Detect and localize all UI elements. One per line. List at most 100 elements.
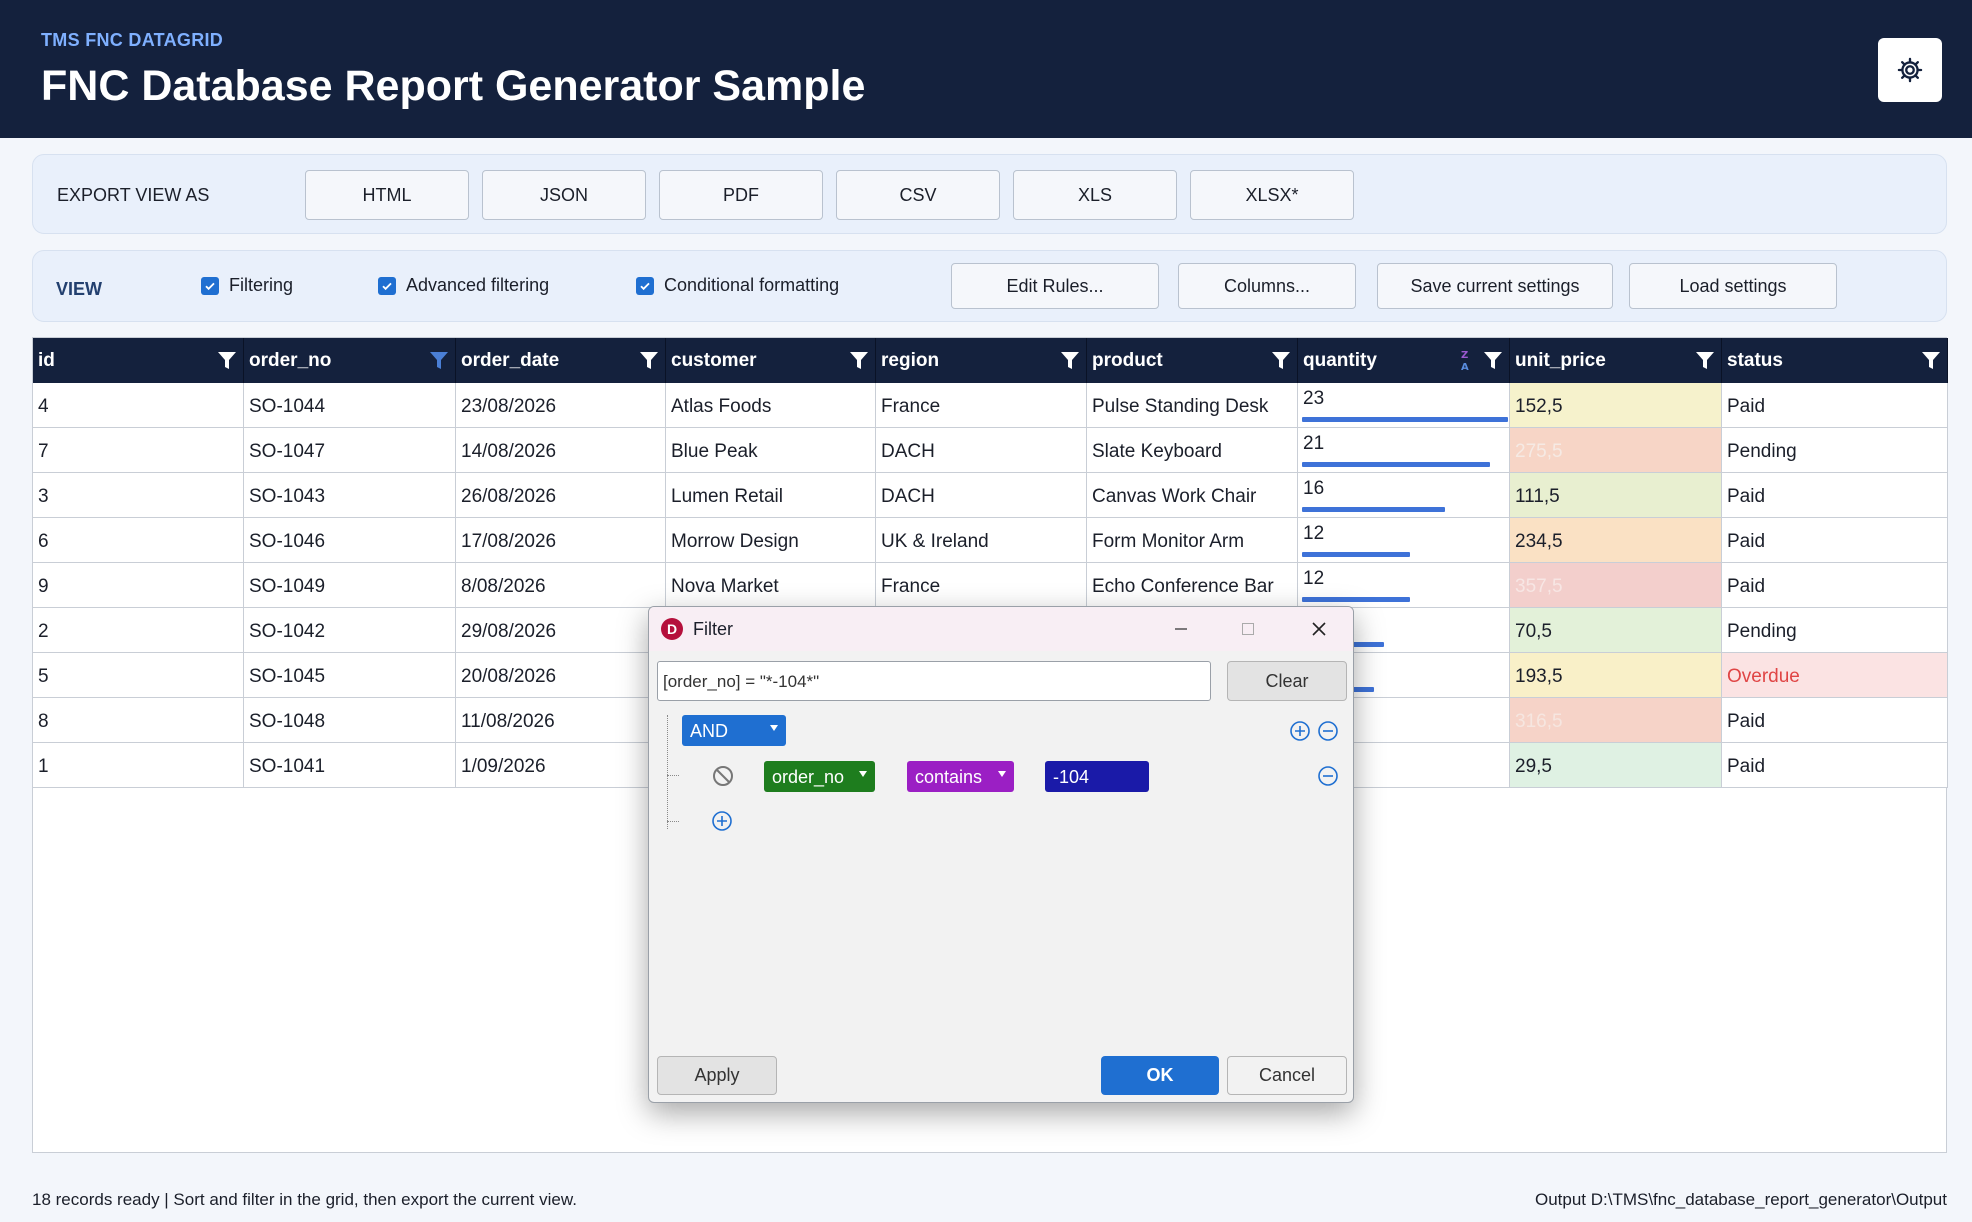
export-pdf-button[interactable]: PDF: [659, 170, 823, 220]
load-settings-button[interactable]: Load settings: [1629, 263, 1837, 309]
cell-order-date: 1/09/2026: [456, 743, 666, 787]
export-xlsx-button[interactable]: XLSX*: [1190, 170, 1354, 220]
quantity-value: 21: [1303, 433, 1325, 454]
data-grid[interactable]: id order_no order_date customer region produc…: [32, 337, 1948, 1153]
column-header-order-no[interactable]: order_no: [244, 338, 456, 383]
remove-condition-icon[interactable]: [1317, 765, 1339, 787]
column-header-customer[interactable]: customer: [666, 338, 876, 383]
tree-connector: [667, 821, 679, 822]
maximize-icon: [1242, 623, 1254, 635]
table-row[interactable]: 6 SO-1046 17/08/2026 Morrow Design UK & Irel…: [33, 518, 1948, 563]
close-icon: [1312, 622, 1326, 636]
filter-icon[interactable]: [1271, 350, 1291, 372]
columns-button[interactable]: Columns...: [1178, 263, 1356, 309]
close-button[interactable]: [1301, 613, 1337, 645]
conditional-formatting-checkbox[interactable]: Conditional formatting: [636, 275, 839, 296]
field-dropdown[interactable]: order_no: [764, 761, 875, 792]
filter-icon[interactable]: [1483, 350, 1503, 372]
cell-status: Paid: [1722, 518, 1948, 562]
checkbox-checked-icon: [636, 276, 654, 295]
column-header-id[interactable]: id: [33, 338, 244, 383]
export-xls-button[interactable]: XLS: [1013, 170, 1177, 220]
column-header-label: quantity: [1303, 350, 1377, 371]
filter-icon[interactable]: [1060, 350, 1080, 372]
ok-button[interactable]: OK: [1101, 1056, 1219, 1095]
value-input[interactable]: -104: [1045, 761, 1149, 792]
table-row[interactable]: 9 SO-1049 8/08/2026 Nova Market France Echo C…: [33, 563, 1948, 608]
filter-icon[interactable]: [429, 350, 449, 372]
cell-customer: Morrow Design: [666, 518, 876, 562]
column-header-label: order_no: [249, 350, 332, 371]
cell-order-date: 17/08/2026: [456, 518, 666, 562]
cell-status: Pending: [1722, 428, 1948, 472]
edit-rules-button[interactable]: Edit Rules...: [951, 263, 1159, 309]
cell-order-no: SO-1045: [244, 653, 456, 697]
quantity-bar: [1302, 417, 1508, 422]
add-condition-icon[interactable]: [711, 810, 733, 832]
table-row[interactable]: 8 SO-1048 11/08/2026 316,5 Paid: [33, 698, 1948, 743]
chevron-down-icon: [859, 771, 867, 777]
table-row[interactable]: 7 SO-1047 14/08/2026 Blue Peak DACH Slate Key…: [33, 428, 1948, 473]
column-header-status[interactable]: status: [1722, 338, 1948, 383]
advanced-filtering-checkbox[interactable]: Advanced filtering: [378, 275, 549, 296]
minimize-button[interactable]: [1163, 613, 1199, 645]
export-csv-button[interactable]: CSV: [836, 170, 1000, 220]
export-html-button[interactable]: HTML: [305, 170, 469, 220]
remove-group-icon[interactable]: [1317, 720, 1339, 742]
cell-region: DACH: [876, 428, 1087, 472]
clear-button[interactable]: Clear: [1227, 661, 1347, 701]
add-condition-icon[interactable]: [1289, 720, 1311, 742]
cell-unit-price: 29,5: [1510, 743, 1722, 787]
filter-icon[interactable]: [217, 350, 237, 372]
cell-order-no: SO-1043: [244, 473, 456, 517]
tree-connector: [667, 775, 679, 776]
gear-icon: [1897, 57, 1923, 83]
filter-icon[interactable]: [849, 350, 869, 372]
column-header-unit-price[interactable]: unit_price: [1510, 338, 1722, 383]
filtering-checkbox[interactable]: Filtering: [201, 275, 293, 296]
column-header-region[interactable]: region: [876, 338, 1087, 383]
cell-unit-price: 152,5: [1510, 383, 1722, 427]
filter-expression-input[interactable]: [order_no] = "*-104*": [657, 661, 1211, 701]
cell-status: Paid: [1722, 563, 1948, 607]
group-operator-dropdown[interactable]: AND: [682, 715, 786, 746]
cell-quantity: 12: [1298, 563, 1510, 607]
dialog-titlebar[interactable]: D Filter: [649, 607, 1353, 651]
cell-status: Overdue: [1722, 653, 1948, 697]
sort-descending-icon[interactable]: ZA: [1459, 348, 1473, 372]
cell-order-no: SO-1044: [244, 383, 456, 427]
grid-header: id order_no order_date customer region produc…: [33, 338, 1948, 383]
column-header-quantity[interactable]: quantity Z A: [1298, 338, 1510, 383]
filter-icon[interactable]: [639, 350, 659, 372]
cell-order-date: 14/08/2026: [456, 428, 666, 472]
export-json-button[interactable]: JSON: [482, 170, 646, 220]
column-header-product[interactable]: product: [1087, 338, 1298, 383]
apply-button[interactable]: Apply: [657, 1056, 777, 1095]
quantity-bar: [1302, 552, 1410, 557]
quantity-bar: [1302, 462, 1490, 467]
table-row[interactable]: 2 SO-1042 29/08/2026 70,5 Pending: [33, 608, 1948, 653]
cell-order-no: SO-1042: [244, 608, 456, 652]
table-row[interactable]: 1 SO-1041 1/09/2026 29,5 Paid: [33, 743, 1948, 788]
table-row[interactable]: 4 SO-1044 23/08/2026 Atlas Foods France Pulse…: [33, 383, 1948, 428]
checkbox-checked-icon: [378, 276, 396, 295]
maximize-button[interactable]: [1230, 613, 1266, 645]
cell-order-no: SO-1041: [244, 743, 456, 787]
cancel-button[interactable]: Cancel: [1227, 1056, 1347, 1095]
settings-button[interactable]: [1878, 38, 1942, 102]
cell-id: 2: [33, 608, 244, 652]
filter-dialog[interactable]: D Filter [order_no] = "*-104*" Clear AND…: [648, 606, 1354, 1103]
app-header: TMS FNC DATAGRID FNC Database Report Gen…: [0, 0, 1972, 138]
disable-condition-icon[interactable]: [711, 764, 735, 788]
column-header-label: unit_price: [1515, 350, 1606, 371]
filter-icon[interactable]: [1695, 350, 1715, 372]
quantity-value: 16: [1303, 478, 1325, 499]
operator-dropdown[interactable]: contains: [907, 761, 1014, 792]
cell-order-no: SO-1048: [244, 698, 456, 742]
table-row[interactable]: 3 SO-1043 26/08/2026 Lumen Retail DACH Canvas…: [33, 473, 1948, 518]
save-settings-button[interactable]: Save current settings: [1377, 263, 1613, 309]
column-header-order-date[interactable]: order_date: [456, 338, 666, 383]
filter-icon[interactable]: [1921, 350, 1941, 372]
quantity-value: 12: [1303, 523, 1325, 544]
cell-quantity: [1298, 743, 1510, 787]
